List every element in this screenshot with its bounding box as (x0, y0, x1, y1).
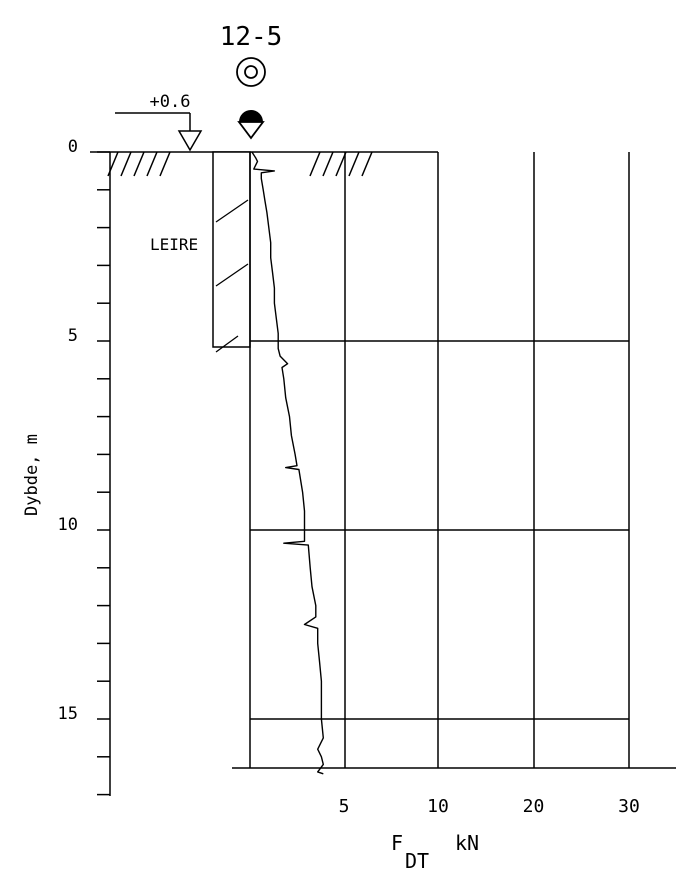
depth-tick-label: 5 (68, 326, 78, 346)
ground-hatch-left (107, 151, 171, 177)
borehole-symbol-icon (236, 57, 266, 87)
force-axis-title-unit: kN (455, 831, 479, 855)
depth-axis-title: Dybde, m (22, 434, 42, 516)
force-tick-label: 30 (618, 796, 640, 817)
depth-axis-labels: 0 5 10 15 (58, 137, 78, 724)
soil-label: LEIRE (150, 235, 198, 254)
sounding-marker-icon (237, 110, 265, 140)
force-axis-labels: 5 10 20 30 (339, 796, 640, 817)
soil-sample-column (212, 151, 251, 353)
force-axis-title-subscript: DT (405, 849, 429, 873)
borehole-id: 12-5 (220, 22, 283, 52)
depth-tick-label: 10 (58, 515, 78, 535)
force-tick-label: 20 (523, 796, 545, 817)
depth-axis-ticks (97, 151, 110, 796)
plot-grid (232, 152, 676, 769)
depth-tick-label: 15 (58, 704, 78, 724)
ground-level-label: +0.6 (150, 92, 191, 112)
water-level-triangle-icon (177, 130, 203, 152)
sounding-curve (251, 151, 324, 775)
ground-hatch-right (309, 151, 373, 177)
force-axis-title: F DT kN (391, 831, 479, 873)
ground-level-marker: +0.6 (115, 92, 203, 152)
force-axis-title-main: F (391, 831, 403, 855)
force-tick-label: 5 (339, 796, 350, 817)
force-tick-label: 10 (427, 796, 449, 817)
depth-tick-label: 0 (68, 137, 78, 157)
